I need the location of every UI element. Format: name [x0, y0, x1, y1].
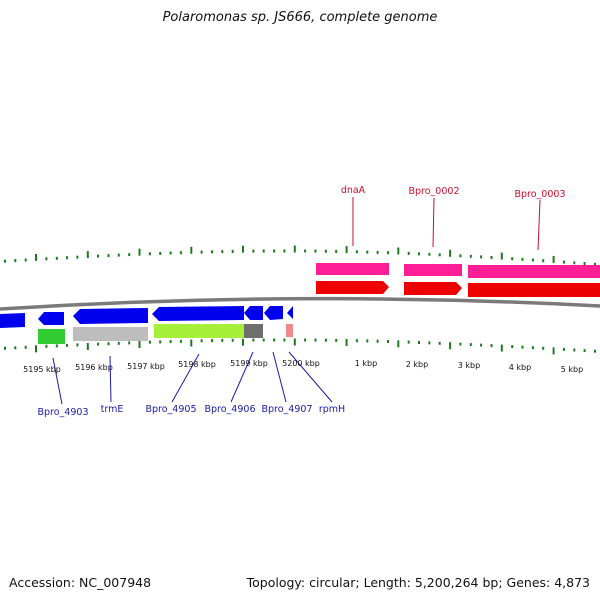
tick-row-top [4, 245, 596, 266]
kbp-label-3: 3 kbp [458, 361, 480, 370]
gene-trmE-bar[interactable] [73, 327, 148, 341]
gene-label-trmE[interactable]: trmE [101, 404, 124, 415]
cds-bpro-4903-arrow[interactable] [38, 312, 64, 325]
kbp-label-5199: 5199 kbp [230, 359, 268, 368]
kbp-label-5200: 5200 kbp [282, 359, 320, 368]
gene-bpro-4905-bar[interactable] [154, 324, 244, 338]
gene-label-rpmH[interactable]: rpmH [319, 404, 345, 415]
gene-bpro-4906-bar[interactable] [244, 324, 263, 338]
kbp-label-5197: 5197 kbp [127, 362, 165, 371]
gene-label-bpro-4905[interactable]: Bpro_4905 [146, 404, 197, 415]
cds-trmE-arrow[interactable] [73, 308, 148, 324]
kbp-label-5: 5 kbp [561, 365, 583, 374]
cds-dnaA-arrow[interactable] [316, 281, 389, 294]
topology-label: Topology: circular; Length: 5,200,264 bp… [246, 575, 590, 590]
tick-row-bottom [4, 338, 596, 355]
leader-rpmH [288, 351, 333, 403]
cds-left-edge-arrow[interactable] [0, 313, 25, 328]
leader-bpro-4903 [52, 357, 63, 405]
leader-trmE [109, 355, 112, 403]
gene-dnaA-bar[interactable] [316, 263, 389, 275]
cds-bpro-4905-arrow[interactable] [152, 306, 244, 321]
gene-label-dnaA[interactable]: dnaA [341, 185, 366, 196]
gene-bpro-4903-bar[interactable] [38, 329, 65, 344]
gene-label-bpro-0002[interactable]: Bpro_0002 [409, 186, 460, 197]
gene-label-bpro-4906[interactable]: Bpro_4906 [205, 404, 256, 415]
cds-bpro-4906-arrow[interactable] [244, 306, 263, 320]
accession-label: Accession: NC_007948 [9, 575, 152, 590]
kbp-label-2: 2 kbp [406, 360, 428, 369]
kbp-label-5195: 5195 kbp [23, 365, 61, 374]
gene-bpro-0003-bar[interactable] [468, 265, 600, 278]
cds-bpro-0003-arrow[interactable] [468, 283, 600, 297]
cds-bpro-0002-arrow[interactable] [404, 282, 462, 295]
leader-bpro-0002 [432, 197, 435, 248]
leader-bpro-0003 [537, 199, 541, 251]
gene-label-bpro-0003[interactable]: Bpro_0003 [515, 189, 566, 200]
leader-bpro-4906 [230, 351, 254, 403]
genome-title: Polaromonas sp. JS666, complete genome [162, 10, 438, 25]
gene-label-bpro-4907[interactable]: Bpro_4907 [262, 404, 313, 415]
gene-label-bpro-4903[interactable]: Bpro_4903 [38, 407, 89, 418]
kbp-label-1: 1 kbp [355, 359, 377, 368]
kbp-label-4: 4 kbp [509, 363, 531, 372]
genome-backbone [0, 296, 600, 311]
gene-rpmH-bar[interactable] [286, 324, 293, 337]
gene-bpro-0002-bar[interactable] [404, 264, 462, 276]
leader-bpro-4907 [272, 351, 287, 403]
cds-rpmH-arrow[interactable] [287, 306, 293, 319]
kbp-label-5198: 5198 kbp [178, 360, 216, 369]
cds-bpro-4907-arrow[interactable] [264, 306, 283, 320]
leader-bpro-4905 [171, 353, 200, 403]
kbp-label-5196: 5196 kbp [75, 363, 113, 372]
